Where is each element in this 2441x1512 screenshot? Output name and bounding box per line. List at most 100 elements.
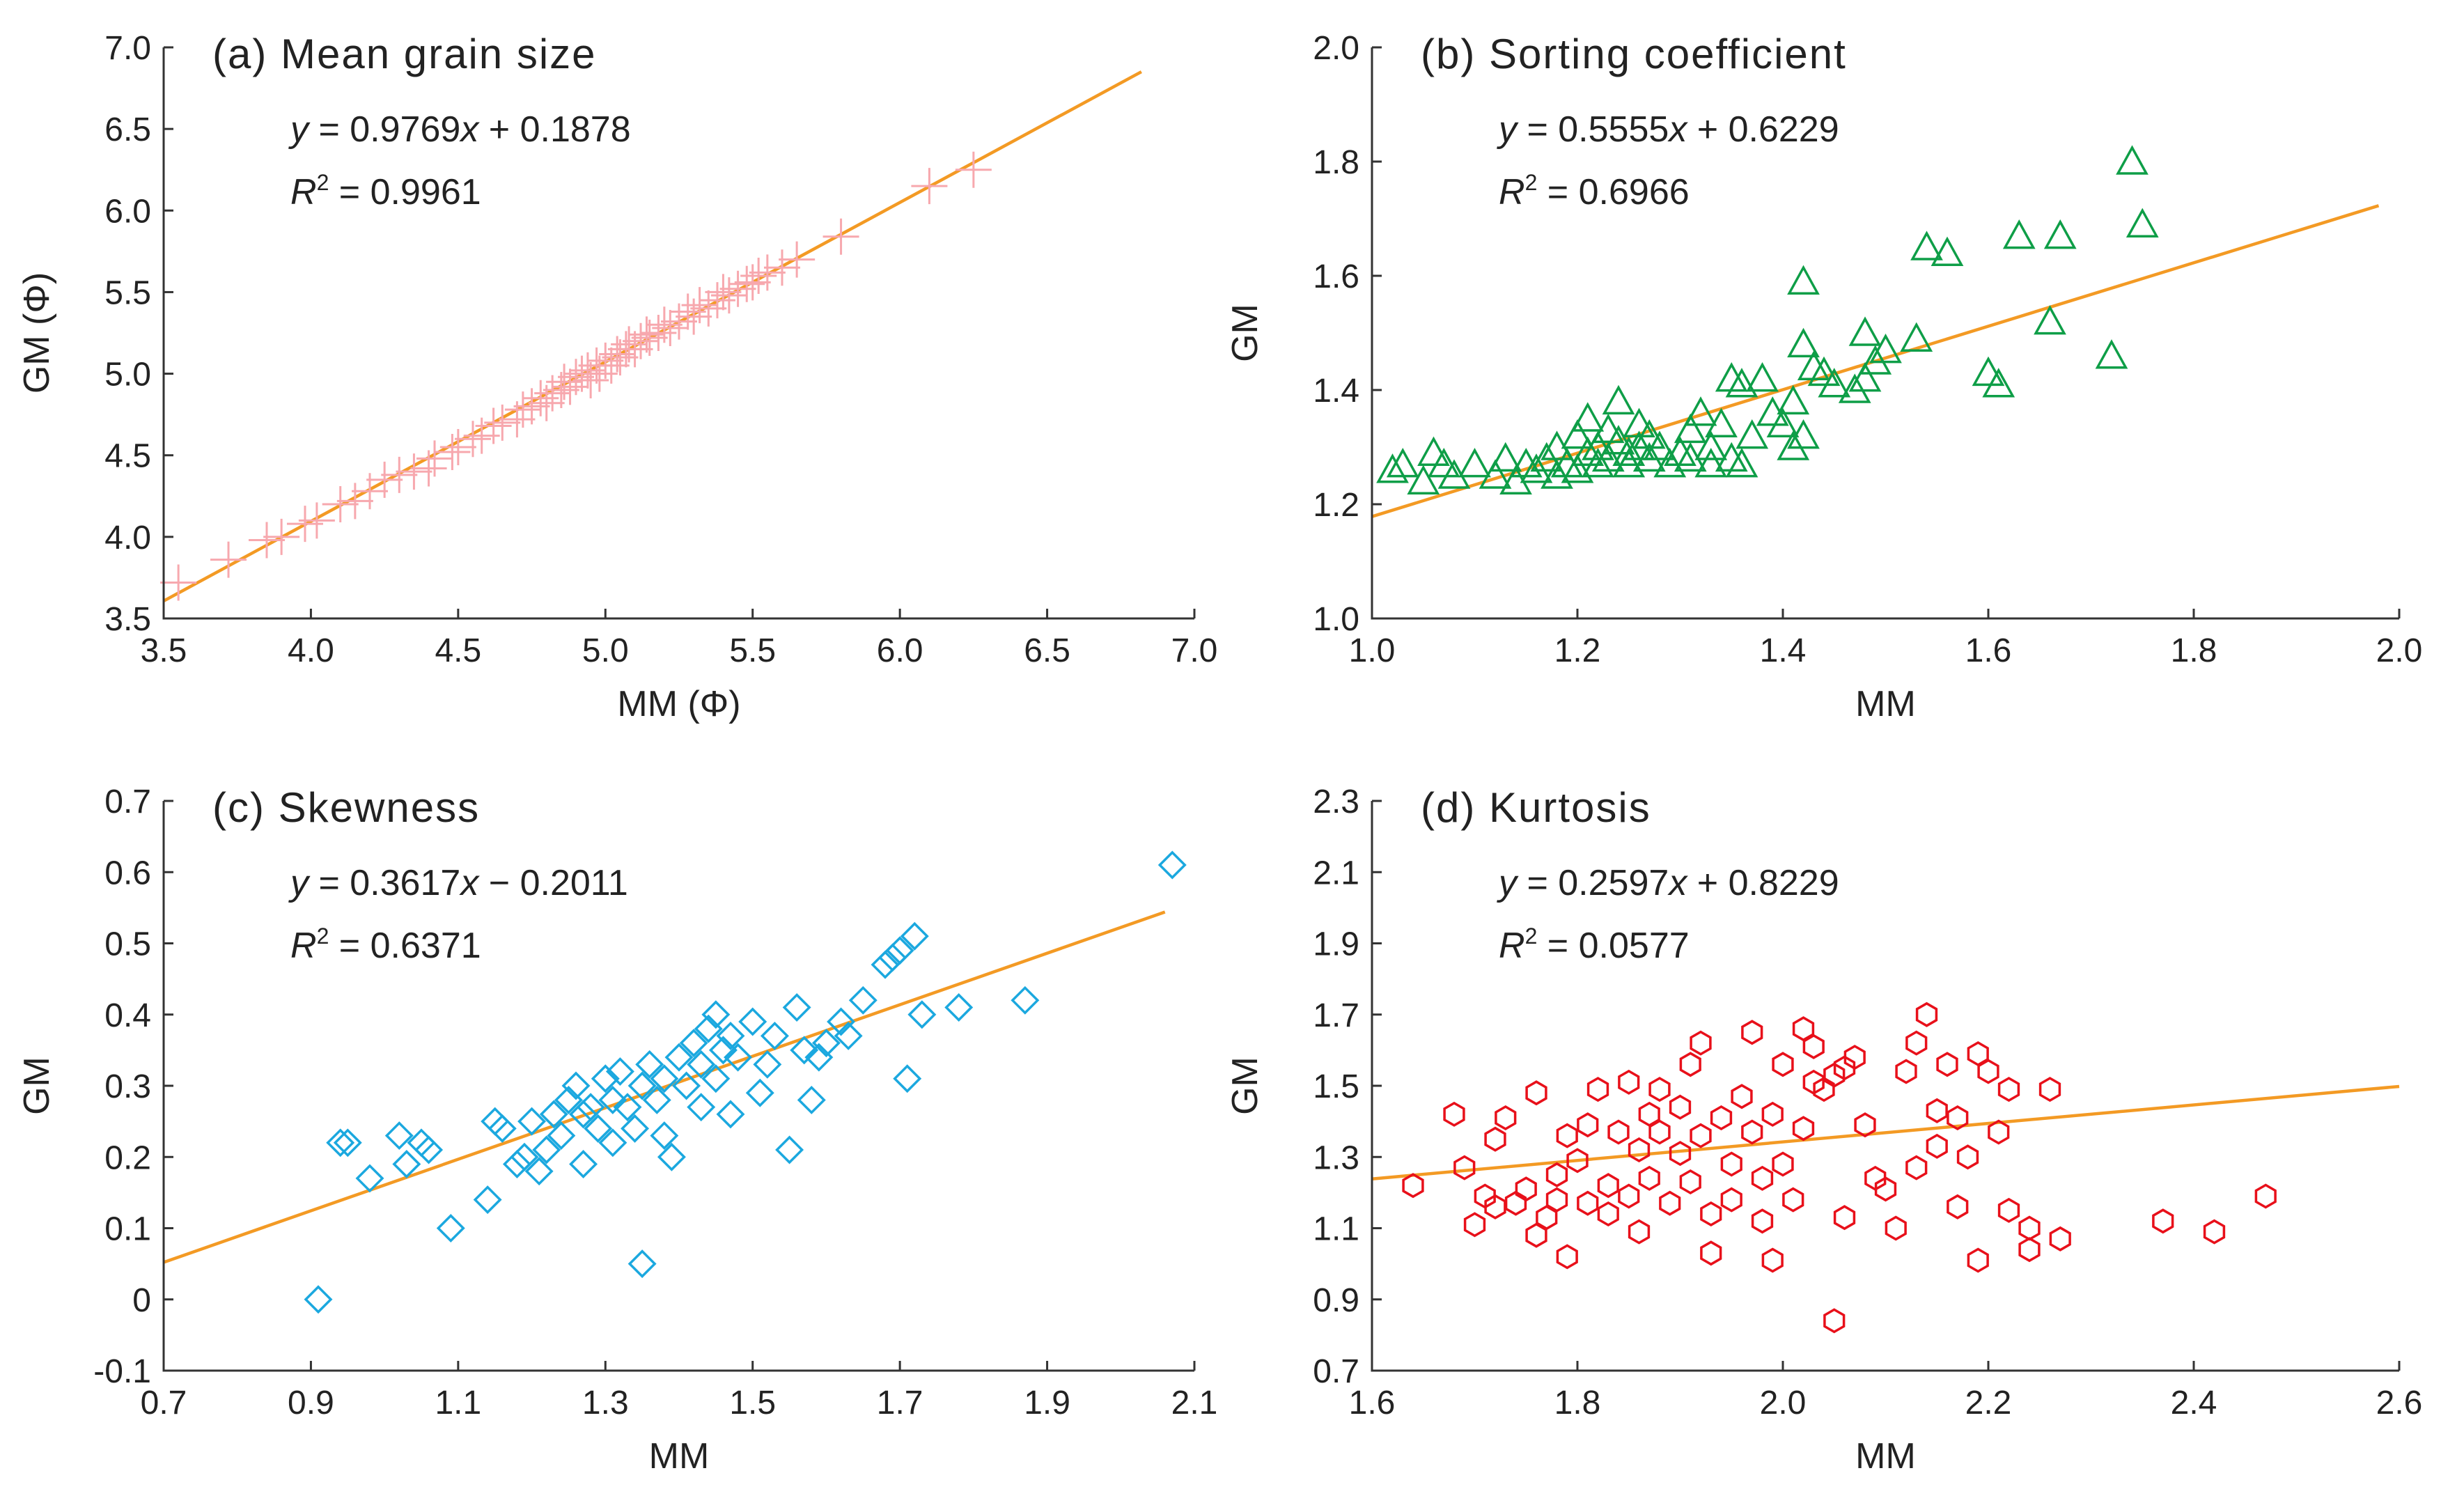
data-point xyxy=(1648,1077,1671,1102)
data-point xyxy=(623,322,660,359)
panel-a-title: (a) Mean grain size xyxy=(212,31,597,77)
data-point xyxy=(569,1100,598,1129)
data-point xyxy=(1854,1112,1876,1138)
panel-d-points xyxy=(1402,1001,2277,1334)
data-point xyxy=(1407,465,1440,494)
panel-b-points xyxy=(1376,145,2159,494)
data-point xyxy=(1632,442,1666,472)
y-tick-label: 4.5 xyxy=(104,438,151,475)
y-tick-label: 0.6 xyxy=(104,855,151,891)
data-point xyxy=(1700,1240,1722,1266)
data-point xyxy=(1386,447,1419,478)
panel-b-x-axis-title: MM xyxy=(1855,684,1916,724)
x-tick-label: 1.4 xyxy=(1760,632,1807,669)
panel-d-eq-rest: + 0.8229 xyxy=(1687,863,1839,903)
data-point xyxy=(613,1093,642,1122)
data-point xyxy=(1833,1205,1856,1231)
data-point xyxy=(584,1114,613,1143)
data-point xyxy=(598,1128,627,1158)
panel-a-eq-rest: + 0.1878 xyxy=(478,109,630,150)
panel-a-r2-r: R xyxy=(290,172,317,212)
panel-d-r2-r: R xyxy=(1499,926,1525,966)
data-point xyxy=(1997,1077,2020,1102)
data-point xyxy=(1602,425,1635,455)
x-tick-label: 2.1 xyxy=(1171,1385,1218,1421)
x-tick-label: 4.0 xyxy=(288,632,334,669)
data-point xyxy=(797,1085,826,1114)
data-point xyxy=(716,1021,745,1050)
data-point xyxy=(2095,339,2128,369)
data-point xyxy=(1746,361,1779,392)
y-tick-label: 1.4 xyxy=(1313,373,1359,410)
data-point xyxy=(2018,1215,2041,1241)
data-point xyxy=(1787,265,1820,295)
panel-d-fit-line xyxy=(1371,1084,2400,1180)
data-point xyxy=(605,1057,634,1086)
data-point xyxy=(672,1071,701,1100)
x-tick-label: 1.9 xyxy=(1024,1385,1070,1421)
data-point xyxy=(652,309,689,346)
data-point xyxy=(381,456,418,493)
data-point xyxy=(1843,1045,1866,1070)
data-point xyxy=(955,151,992,188)
y-tick-label: 2.1 xyxy=(1313,855,1359,891)
data-point xyxy=(1838,373,1871,403)
data-point xyxy=(1582,447,1614,478)
data-point xyxy=(304,1285,333,1314)
data-point xyxy=(1761,1247,1784,1273)
data-point xyxy=(1741,1020,1763,1045)
panel-c-points xyxy=(304,850,1187,1314)
data-point xyxy=(1700,1201,1722,1227)
data-point xyxy=(1618,1069,1640,1095)
data-point xyxy=(436,1214,465,1242)
data-point xyxy=(2126,208,2159,237)
panel-c-y-axis-title: GM xyxy=(17,1057,57,1115)
data-point xyxy=(1761,1101,1784,1127)
y-tick-label: 2.3 xyxy=(1313,784,1359,820)
data-point xyxy=(740,258,777,294)
data-point xyxy=(2254,1183,2277,1209)
data-point xyxy=(1623,430,1655,460)
data-point xyxy=(1802,1034,1825,1059)
data-point xyxy=(326,1128,355,1158)
panel-a-points xyxy=(160,151,992,601)
y-tick-label: 0.2 xyxy=(104,1139,151,1176)
data-point xyxy=(1947,1105,1969,1131)
panel-c-title: (c) Skewness xyxy=(212,784,480,831)
panel-b-eq-coef: 0.5555 xyxy=(1558,109,1669,150)
data-point xyxy=(681,287,718,324)
data-point xyxy=(210,541,247,578)
data-point xyxy=(1453,1155,1476,1180)
data-point xyxy=(745,1078,774,1107)
x-tick-label: 2.2 xyxy=(1965,1385,2012,1421)
data-point xyxy=(719,270,756,307)
data-point xyxy=(475,407,512,444)
data-point xyxy=(1982,368,2015,398)
data-point xyxy=(893,1064,922,1093)
data-point xyxy=(2002,219,2036,249)
data-point xyxy=(635,1050,664,1079)
data-point xyxy=(1545,1162,1568,1187)
x-tick-label: 6.0 xyxy=(877,632,923,669)
y-tick-label: 0.3 xyxy=(104,1068,151,1105)
data-point xyxy=(2043,219,2077,249)
data-point xyxy=(1577,1112,1599,1138)
data-point xyxy=(333,1128,362,1158)
data-point xyxy=(1571,436,1605,466)
data-point xyxy=(1679,1169,1701,1195)
data-point xyxy=(1725,368,1758,398)
data-point xyxy=(569,1149,598,1178)
panel-c-r2-r: R xyxy=(290,926,317,966)
data-point xyxy=(661,303,697,340)
y-tick-label: 1.8 xyxy=(1313,144,1359,181)
panel-b-eq-x: x xyxy=(1667,109,1688,150)
data-point xyxy=(1520,453,1553,483)
data-point xyxy=(1638,1101,1660,1127)
data-point xyxy=(576,1093,605,1122)
data-point xyxy=(1679,1052,1701,1077)
data-point xyxy=(1427,447,1460,478)
data-point xyxy=(384,1121,414,1151)
panel-d-r2-sup: 2 xyxy=(1525,923,1538,949)
data-point xyxy=(547,1121,576,1151)
data-point xyxy=(249,522,285,559)
